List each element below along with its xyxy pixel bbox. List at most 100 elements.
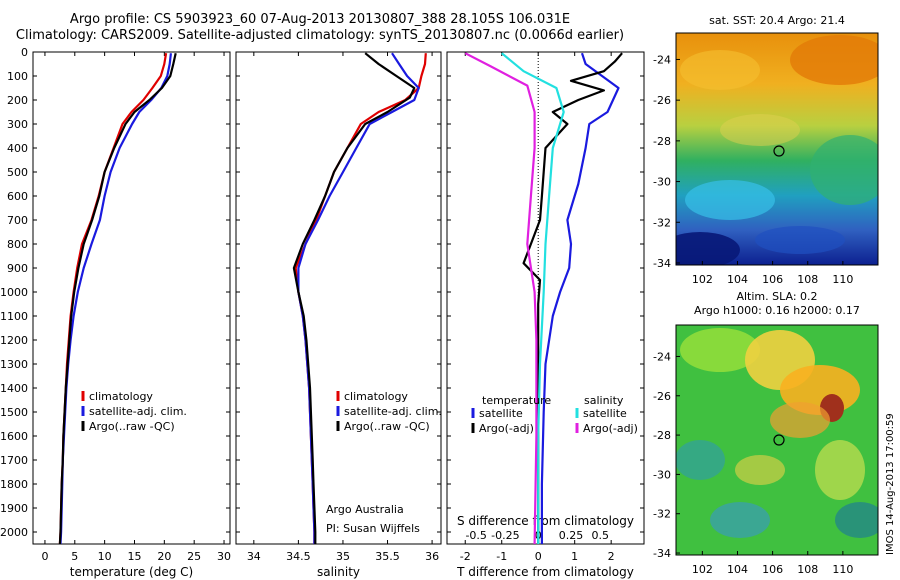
- map-lat-tick-label: -34: [653, 547, 671, 560]
- salinity-diff-tick-label: -0.25: [491, 529, 519, 542]
- depth-tick-label: 700: [7, 214, 28, 227]
- depth-tick-label: 1700: [0, 454, 28, 467]
- map-lat-tick-label: -34: [653, 257, 671, 270]
- temperature-xtick-label: 30: [217, 550, 231, 563]
- salinity-diff-tick-label: 0.5: [591, 529, 609, 542]
- salinity-xlabel: salinity: [317, 565, 360, 579]
- salinity-diff-tick-label: -0.5: [465, 529, 486, 542]
- difference-legend-label: Argo(-adj): [583, 422, 638, 435]
- difference-series-line: [522, 52, 623, 544]
- difference-legend-label: satellite: [583, 407, 627, 420]
- salinity-xtick-label: 34.5: [286, 550, 311, 563]
- temperature-legend-label: satellite-adj. clim.: [89, 405, 187, 418]
- map-lon-tick-label: 108: [797, 563, 818, 576]
- depth-tick-label: 900: [7, 262, 28, 275]
- depth-tick-label: 1200: [0, 334, 28, 347]
- depth-tick-label: 400: [7, 142, 28, 155]
- map-lon-tick-label: 102: [692, 273, 713, 286]
- map-lat-tick-label: -32: [653, 216, 671, 229]
- map-lat-tick-label: -30: [653, 176, 671, 189]
- depth-tick-label: 0: [21, 46, 28, 59]
- temperature-legend-label: Argo(..raw -QC): [89, 420, 175, 433]
- depth-tick-label: 1900: [0, 502, 28, 515]
- difference-xtick-label: 1: [571, 550, 578, 563]
- difference-xtick-label: 2: [608, 550, 615, 563]
- salinity-legend-label: climatology: [344, 390, 408, 403]
- difference-legend-label: satellite: [479, 407, 523, 420]
- depth-tick-label: 1000: [0, 286, 28, 299]
- chart-title-line1: Argo profile: CS 5903923_60 07-Aug-2013 …: [69, 12, 571, 27]
- map-lat-tick-label: -24: [653, 350, 671, 363]
- salinity-legend-title: salinity: [584, 394, 624, 407]
- map-lat-tick-label: -28: [653, 429, 671, 442]
- temperature-series-line: [58, 52, 177, 545]
- map-lat-tick-label: -26: [653, 390, 671, 403]
- difference-xtick-label: 0: [535, 550, 542, 563]
- salinity-legend-label: satellite-adj. clim.: [344, 405, 442, 418]
- map-lon-tick-label: 104: [727, 273, 748, 286]
- salinity-xtick-label: 36: [425, 550, 439, 563]
- temperature-axes-frame: [32, 51, 231, 545]
- sst-map-frame: [675, 32, 879, 266]
- depth-tick-label: 1100: [0, 310, 28, 323]
- map-lat-tick-label: -30: [653, 468, 671, 481]
- salinity-xtick-label: 34: [247, 550, 261, 563]
- argo-australia-label: Argo Australia: [326, 503, 404, 516]
- temperature-xtick-label: 15: [127, 550, 141, 563]
- map-lon-tick-label: 108: [797, 273, 818, 286]
- temperature-legend-label: climatology: [89, 390, 153, 403]
- depth-tick-label: 2000: [0, 526, 28, 539]
- difference-series-line: [464, 52, 538, 545]
- salinity-diff-xlabel: S difference from climatology: [457, 514, 634, 528]
- map-lon-tick-label: 106: [762, 273, 783, 286]
- sst-map: [676, 33, 878, 265]
- depth-tick-label: 1600: [0, 430, 28, 443]
- map-lon-tick-label: 110: [832, 563, 853, 576]
- depth-tick-label: 300: [7, 118, 28, 131]
- difference-xlabel: T difference from climatology: [456, 565, 634, 579]
- salinity-diff-tick-label: 0.25: [559, 529, 584, 542]
- difference-series-line: [540, 52, 620, 544]
- sla-map-frame: [675, 324, 879, 556]
- temperature-xtick-label: 20: [157, 550, 171, 563]
- salinity-axes-frame: [235, 51, 442, 545]
- difference-series-line: [501, 52, 565, 544]
- depth-tick-label: 1500: [0, 406, 28, 419]
- salinity-series-line: [294, 53, 427, 544]
- difference-axes-frame: [446, 51, 645, 545]
- salinity-xtick-label: 35: [336, 550, 350, 563]
- sla-map-title: Altim. SLA: 0.2: [736, 290, 817, 303]
- map-lat-tick-label: -26: [653, 94, 671, 107]
- depth-tick-label: 100: [7, 70, 28, 83]
- depth-tick-label: 1400: [0, 382, 28, 395]
- depth-tick-label: 1800: [0, 478, 28, 491]
- depth-tick-label: 600: [7, 190, 28, 203]
- depth-tick-label: 1300: [0, 358, 28, 371]
- sla-map: [676, 325, 878, 555]
- map-lon-tick-label: 110: [832, 273, 853, 286]
- difference-legend-label: Argo(-adj): [479, 422, 534, 435]
- depth-tick-label: 500: [7, 166, 28, 179]
- salinity-series-line: [292, 52, 416, 544]
- map-lat-tick-label: -32: [653, 508, 671, 521]
- map-lat-tick-label: -24: [653, 53, 671, 66]
- map-lat-tick-label: -28: [653, 135, 671, 148]
- pi-name-label: PI: Susan Wijffels: [326, 522, 420, 535]
- difference-xtick-label: -1: [496, 550, 507, 563]
- timestamp-stamp: IMOS 14-Aug-2013 17:00:59: [885, 413, 896, 555]
- salinity-xtick-label: 35.5: [375, 550, 400, 563]
- salinity-legend-label: Argo(..raw -QC): [344, 420, 430, 433]
- temperature-xtick-label: 10: [98, 550, 112, 563]
- float-position-marker: [773, 434, 785, 446]
- temperature-xtick-label: 5: [71, 550, 78, 563]
- temperature-xlabel: temperature (deg C): [70, 565, 193, 579]
- chart-title-line2: Climatology: CARS2009. Satellite-adjuste…: [15, 28, 625, 43]
- temperature-series-line: [59, 53, 172, 545]
- difference-xtick-label: -2: [460, 550, 471, 563]
- temperature-legend-title: temperature: [482, 394, 551, 407]
- temperature-xtick-label: 0: [41, 550, 48, 563]
- sla-map-subtitle: Argo h1000: 0.16 h2000: 0.17: [694, 304, 860, 317]
- sst-map-title: sat. SST: 20.4 Argo: 21.4: [709, 14, 845, 27]
- temperature-xtick-label: 25: [187, 550, 201, 563]
